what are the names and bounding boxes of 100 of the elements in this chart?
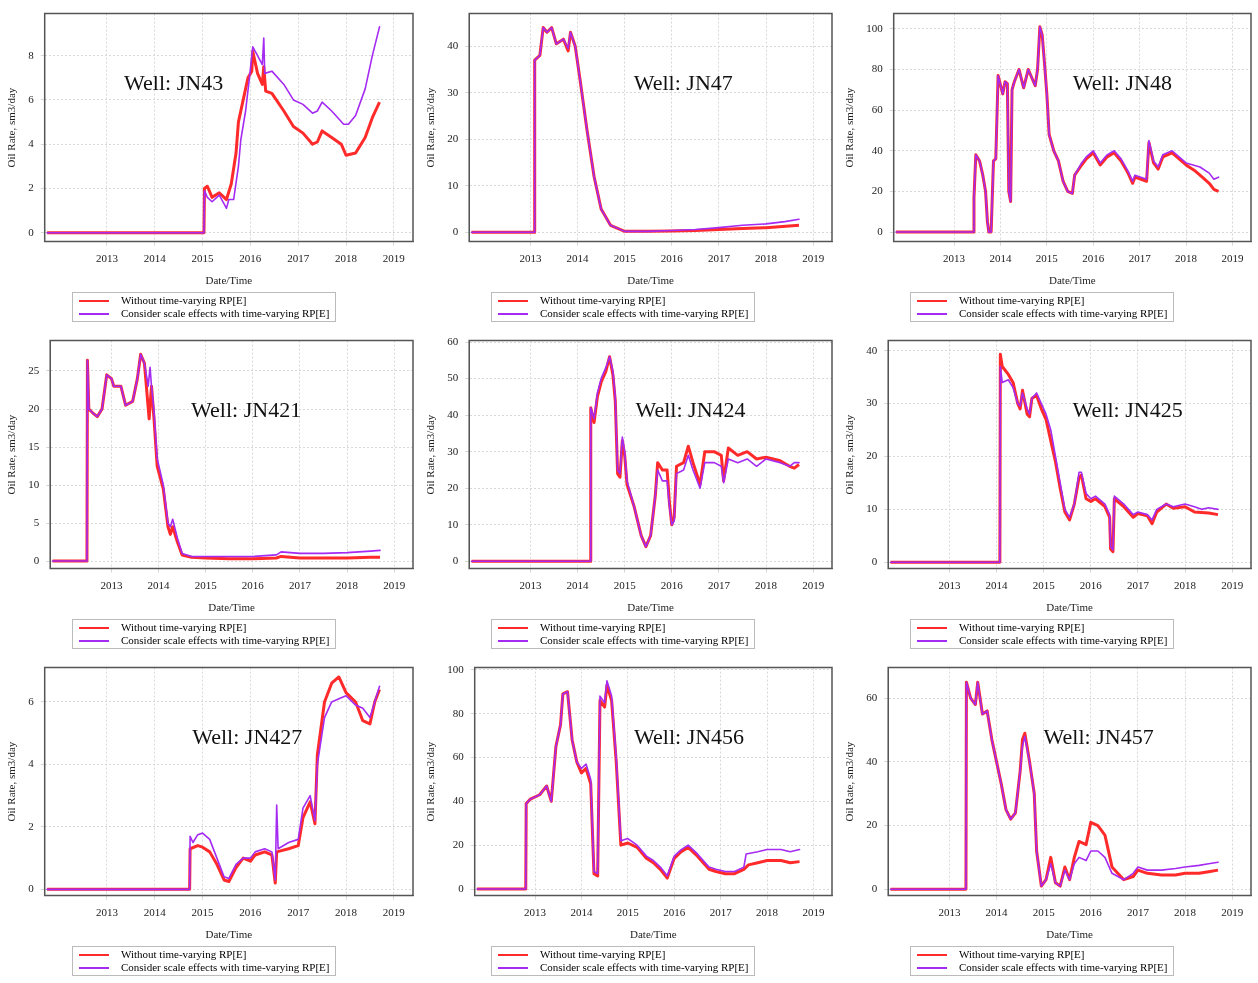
y-tick-label: 50 [447, 371, 459, 384]
x-tick-label: 2016 [1079, 579, 1103, 592]
y-tick-label: 30 [447, 85, 459, 98]
x-tick-label: 2013 [943, 252, 966, 265]
y-tick-label: 0 [452, 554, 459, 567]
y-tick-label: 0 [452, 225, 459, 238]
x-axis-title: Date/Time [205, 928, 253, 941]
text: Well: JN47 [633, 70, 733, 96]
text: Well: JN456 [634, 724, 745, 750]
x-tick-label: 2015 [613, 579, 637, 592]
text: Well: JN48 [1072, 70, 1172, 96]
y-tick-label: 20 [28, 401, 40, 414]
legend-label: Without time-varying RP[E] [959, 294, 1085, 307]
legend-label: Consider scale effects with time-varying RP[E] [959, 634, 1168, 647]
x-tick-label: 2015 [616, 906, 640, 919]
x-tick-label: 2017 [1126, 906, 1150, 919]
x-axis-title: Date/Time [1046, 928, 1094, 941]
x-tick-label: 2013 [519, 252, 542, 265]
y-tick-label: 6 [28, 92, 35, 105]
x-tick-label: 2015 [191, 252, 215, 265]
legend-label: Consider scale effects with time-varying RP[E] [121, 307, 330, 320]
x-axis-title: Date/Time [1046, 601, 1094, 614]
x-tick-label: 2019 [382, 906, 406, 919]
y-tick-label: 20 [452, 838, 465, 851]
y-axis-title: Oil Rate, sm3/day [5, 414, 18, 495]
x-tick-label: 2017 [287, 252, 310, 265]
x-tick-label: 2015 [1035, 252, 1059, 265]
legend-label: Consider scale effects with time-varying RP[E] [121, 961, 330, 974]
y-tick-label: 0 [877, 224, 884, 237]
legend-label: Without time-varying RP[E] [540, 948, 666, 961]
x-tick-label: 2018 [335, 252, 358, 265]
x-tick-label: 2018 [756, 906, 779, 919]
x-tick-label: 2019 [802, 252, 825, 265]
x-tick-label: 2018 [1175, 252, 1198, 265]
text: Well: JN43 [124, 70, 224, 96]
y-tick-label: 80 [871, 62, 884, 75]
legend-label: Without time-varying RP[E] [121, 948, 247, 961]
x-axis-title: Date/Time [627, 274, 675, 287]
x-tick-label: 2013 [519, 579, 542, 592]
legend-label: Consider scale effects with time-varying RP[E] [959, 961, 1168, 974]
x-tick-label: 2016 [660, 252, 684, 265]
y-tick-label: 40 [866, 343, 878, 356]
x-tick-label: 2019 [1221, 579, 1244, 592]
x-tick-label: 2013 [100, 579, 123, 592]
x-tick-label: 2016 [239, 906, 262, 919]
legend-label: Consider scale effects with time-varying RP[E] [959, 307, 1168, 320]
x-tick-label: 2016 [660, 579, 684, 592]
y-tick-label: 40 [866, 754, 878, 767]
y-tick-label: 10 [447, 178, 459, 191]
y-tick-label: 80 [452, 706, 465, 719]
text: Well: JN427 [192, 724, 303, 750]
y-tick-label: 0 [28, 882, 35, 895]
x-tick-label: 2014 [566, 579, 590, 592]
y-axis-title: Oil Rate, sm3/day [843, 741, 856, 822]
x-tick-label: 2016 [663, 906, 686, 919]
x-tick-label: 2017 [1126, 579, 1150, 592]
y-tick-label: 6 [28, 694, 35, 707]
y-tick-label: 40 [447, 39, 459, 52]
x-tick-label: 2018 [336, 579, 359, 592]
y-tick-label: 8 [28, 48, 35, 61]
x-axis-title: Date/Time [627, 601, 675, 614]
y-axis-title: Oil Rate, sm3/day [843, 414, 856, 495]
x-tick-label: 2019 [802, 579, 825, 592]
x-tick-label: 2015 [194, 579, 218, 592]
x-tick-label: 2014 [985, 906, 1009, 919]
y-tick-label: 4 [28, 757, 35, 770]
text: Well: JN424 [635, 397, 746, 423]
y-tick-label: 30 [866, 396, 878, 409]
y-tick-label: 0 [458, 881, 465, 894]
x-axis-title: Date/Time [208, 601, 256, 614]
y-tick-label: 40 [871, 143, 884, 156]
y-tick-label: 60 [447, 334, 459, 347]
x-tick-label: 2017 [1128, 252, 1152, 265]
y-axis-title: Oil Rate, sm3/day [5, 87, 18, 168]
text: Well: JN425 [1072, 397, 1183, 423]
y-tick-label: 10 [28, 477, 40, 490]
y-tick-label: 0 [28, 225, 35, 238]
legend-label: Without time-varying RP[E] [121, 294, 247, 307]
x-tick-label: 2015 [1032, 906, 1056, 919]
x-tick-label: 2018 [335, 906, 358, 919]
y-tick-label: 40 [447, 408, 459, 421]
y-tick-label: 20 [866, 449, 878, 462]
text: Well: JN457 [1043, 724, 1154, 750]
x-tick-label: 2014 [985, 579, 1009, 592]
x-axis-title: Date/Time [630, 928, 677, 941]
x-tick-label: 2019 [382, 252, 406, 265]
x-axis-title: Date/Time [1049, 274, 1096, 287]
x-tick-label: 2017 [707, 252, 731, 265]
x-tick-label: 2017 [709, 906, 733, 919]
x-tick-label: 2013 [524, 906, 547, 919]
y-tick-label: 2 [28, 181, 34, 194]
y-tick-label: 60 [866, 691, 878, 704]
x-tick-label: 2013 [938, 579, 961, 592]
legend-label: Without time-varying RP[E] [959, 948, 1085, 961]
x-tick-label: 2016 [241, 579, 265, 592]
y-tick-label: 15 [28, 439, 40, 452]
x-tick-label: 2015 [191, 906, 215, 919]
x-tick-label: 2014 [143, 906, 167, 919]
y-axis-title: Oil Rate, sm3/day [5, 741, 18, 822]
y-tick-label: 40 [452, 794, 465, 807]
